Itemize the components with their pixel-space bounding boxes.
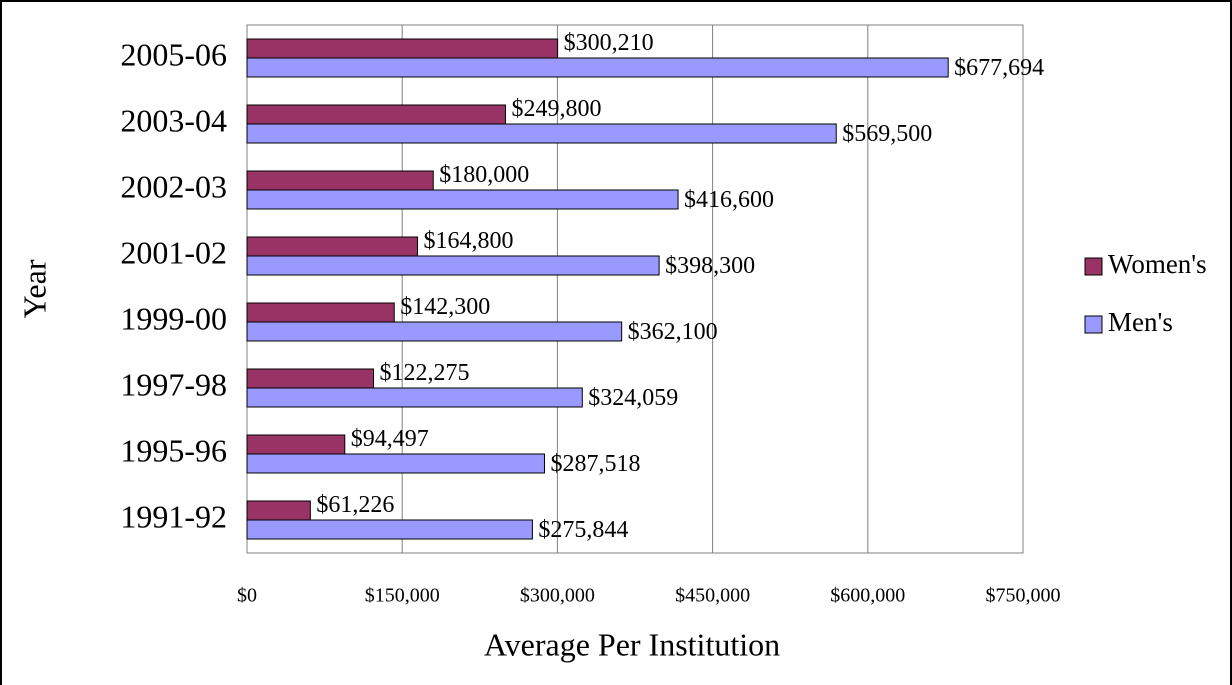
bar (246, 368, 375, 389)
legend-swatch (1084, 257, 1103, 276)
x-tick-label: $150,000 (365, 585, 440, 607)
x-tick-label: $300,000 (520, 585, 595, 607)
data-label: $324,059 (588, 385, 678, 411)
bar (246, 519, 533, 540)
bar (246, 387, 583, 408)
bar (246, 500, 311, 521)
data-label: $142,300 (400, 294, 490, 320)
bar (246, 38, 559, 59)
y-tick-label: 1995-96 (120, 432, 227, 468)
y-tick-label: 2005-06 (120, 36, 227, 72)
bar (246, 236, 419, 257)
data-label: $122,275 (380, 360, 470, 386)
bar (246, 57, 949, 78)
bar (246, 123, 837, 144)
data-label: $416,600 (684, 187, 774, 213)
y-tick-label: 2003-04 (120, 102, 227, 138)
x-tick-label: $0 (237, 585, 257, 607)
data-label: $300,210 (564, 30, 654, 56)
legend-swatch (1084, 315, 1103, 334)
bar (246, 434, 346, 455)
data-label: $275,844 (538, 517, 628, 543)
data-label: $61,226 (316, 492, 394, 518)
data-label: $249,800 (511, 96, 601, 122)
data-label: $180,000 (439, 162, 529, 188)
data-label: $94,497 (351, 426, 429, 452)
bar (246, 453, 545, 474)
bar (246, 189, 679, 210)
data-label: $677,694 (954, 55, 1044, 81)
y-tick-label: 2002-03 (120, 168, 227, 204)
legend-label: Women's (1108, 249, 1207, 279)
y-tick-label: 1991-92 (120, 498, 227, 534)
data-label: $287,518 (550, 451, 640, 477)
bar (246, 170, 434, 191)
bar (246, 302, 395, 323)
x-tick-label: $750,000 (986, 585, 1061, 607)
data-label: $164,800 (424, 228, 514, 254)
data-label: $569,500 (842, 121, 932, 147)
data-label: $362,100 (628, 319, 718, 345)
y-tick-label: 2001-02 (120, 234, 227, 270)
data-label: $398,300 (665, 253, 755, 279)
legend-label: Men's (1108, 307, 1173, 337)
bar (246, 104, 506, 125)
y-axis-title: Year (16, 259, 52, 318)
x-tick-label: $450,000 (675, 585, 750, 607)
x-axis-title: Average Per Institution (484, 626, 780, 662)
x-tick-label: $600,000 (830, 585, 905, 607)
bar (246, 255, 660, 276)
y-tick-label: 1999-00 (120, 300, 227, 336)
bar (246, 321, 623, 342)
y-tick-label: 1997-98 (120, 366, 227, 402)
